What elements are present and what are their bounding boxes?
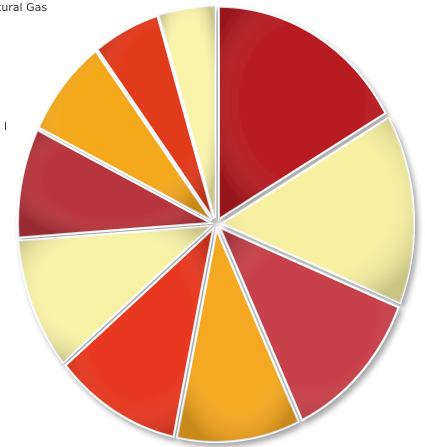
- slice-shade: [177, 229, 299, 442]
- slice-shade: [18, 226, 211, 363]
- slice-shade: [18, 130, 211, 238]
- slice-shade: [159, 6, 216, 219]
- slice-shade: [65, 229, 213, 437]
- slice-shade: [97, 15, 214, 219]
- annotation: tural Gas: [0, 1, 47, 14]
- slice-shade: [219, 6, 386, 219]
- slice-shade: [220, 228, 399, 420]
- slice-shade: [221, 117, 414, 303]
- slice-shade: [38, 51, 212, 221]
- pie: [17, 5, 415, 443]
- annotation: l: [4, 120, 7, 133]
